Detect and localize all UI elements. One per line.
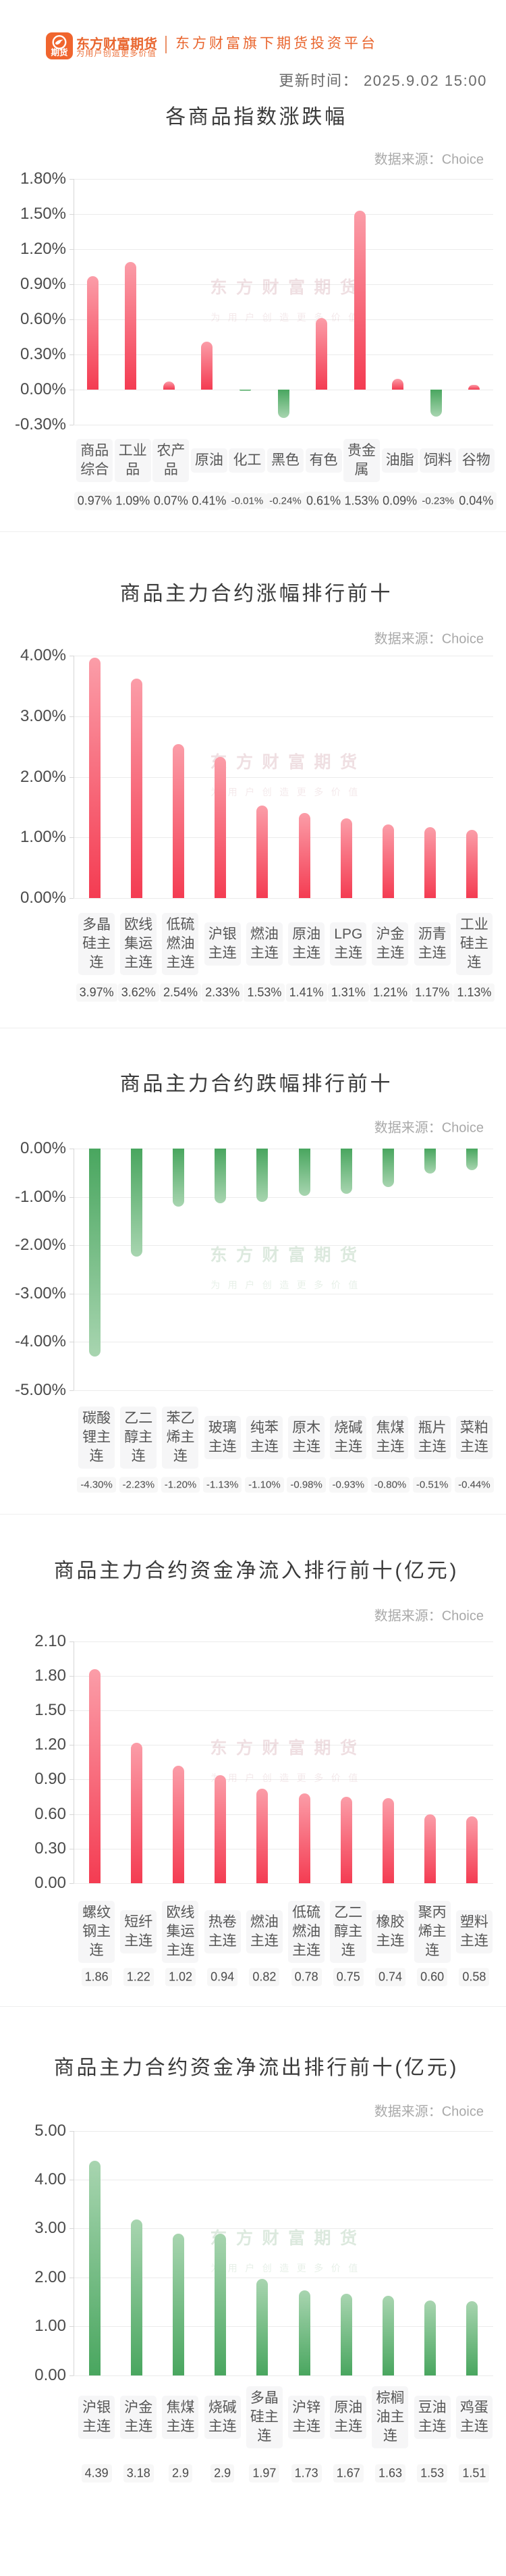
svg-text:期货: 期货: [51, 47, 68, 57]
